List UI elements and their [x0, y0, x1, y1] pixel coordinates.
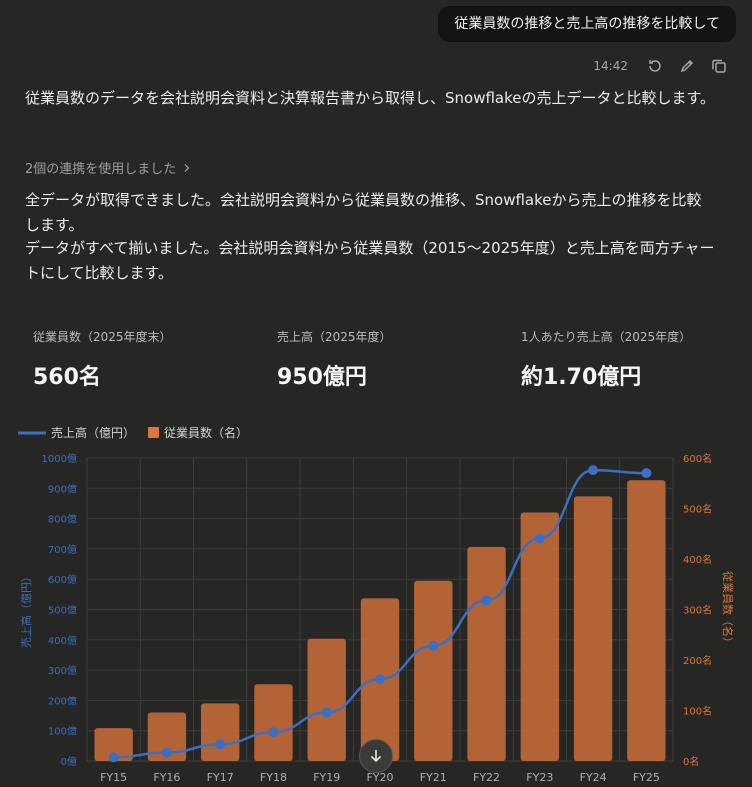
employee-bar: [94, 728, 133, 761]
y-left-tick-label: 800億: [48, 513, 77, 526]
y-right-tick-label: 500名: [683, 503, 712, 516]
revenue-point: [161, 747, 172, 758]
y-left-tick-label: 600億: [48, 573, 77, 586]
revenue-employees-chart: 0億 100億 200億 300億 400億 500億 600億 700億 800億 900億 10…: [18, 425, 735, 784]
revenue-point: [321, 707, 332, 718]
revenue-point: [108, 752, 119, 763]
y-right-axis-title: 従業員数（名）: [721, 571, 735, 648]
legend-employees-label: 従業員数（名）: [164, 425, 248, 440]
employee-bar: [414, 580, 453, 761]
x-tick-label: FY21: [420, 771, 447, 784]
retry-icon[interactable]: [646, 57, 664, 75]
stat-value: 560名: [33, 365, 101, 390]
connectors-label: 2個の連携を使用しました: [25, 162, 177, 177]
revenue-point: [588, 465, 599, 476]
y-left-tick-label: 400億: [48, 634, 77, 647]
y-right-tick-label: 0名: [683, 755, 699, 768]
assistant-intro: 従業員数のデータを会社説明会資料と決算報告書から取得し、Snowflakeの売上…: [25, 89, 715, 107]
x-tick-label: FY22: [473, 771, 500, 784]
revenue-point: [428, 640, 439, 651]
x-tick-label: FY20: [366, 771, 393, 784]
stat-revenue-per-employee: 1人あたり売上高（2025年度） 約1.70億円: [521, 328, 691, 391]
x-tick-label: FY15: [100, 771, 127, 784]
employee-bar: [520, 512, 559, 761]
revenue-point: [534, 533, 545, 544]
arrow-down-icon: [370, 750, 382, 763]
x-tick-label: FY23: [526, 771, 553, 784]
y-left-tick-label: 100億: [48, 725, 77, 738]
x-tick-label: FY19: [313, 771, 340, 784]
assistant-paragraph-2: データがすべて揃いました。会社説明会資料から従業員数（2015〜2025年度）と…: [25, 239, 715, 282]
y-right-tick-label: 600名: [683, 452, 712, 465]
stat-revenue: 売上高（2025年度） 950億円: [277, 328, 392, 391]
employee-bar: [627, 480, 666, 761]
employee-bar: [467, 546, 506, 761]
stat-employees: 従業員数（2025年度末） 560名: [33, 328, 172, 391]
stat-value: 950億円: [277, 365, 367, 390]
y-right-tick-label: 200名: [683, 654, 712, 667]
edit-icon[interactable]: [678, 57, 696, 75]
employee-bar: [254, 684, 293, 761]
employee-bar: [573, 496, 613, 761]
message-actions: 14:42: [593, 56, 728, 76]
stat-label: 売上高（2025年度）: [277, 330, 392, 344]
y-right-tick-label: 400名: [683, 553, 712, 566]
employee-bar: [307, 638, 346, 761]
y-left-axis-title: 売上高（億円）: [19, 571, 33, 648]
y-right-tick-label: 100名: [683, 705, 712, 718]
x-tick-label: FY24: [580, 771, 607, 784]
copy-icon[interactable]: [710, 57, 728, 75]
revenue-point: [641, 468, 652, 479]
x-tick-label: FY17: [207, 771, 234, 784]
employee-bar: [147, 712, 187, 761]
legend-employees-swatch: [148, 427, 159, 438]
y-right-tick-label: 300名: [683, 604, 712, 617]
y-left-tick-label: 0億: [61, 755, 77, 768]
assistant-paragraph-1: 全データが取得できました。会社説明会資料から従業員数の推移、Snowflakeか…: [25, 191, 702, 234]
y-left-tick-label: 500億: [48, 604, 77, 617]
legend-revenue-label: 売上高（億円）: [51, 425, 135, 440]
stat-label: 1人あたり売上高（2025年度）: [521, 330, 692, 344]
user-message-text: 従業員数の推移と売上高の推移を比較して: [454, 16, 720, 32]
x-tick-label: FY25: [633, 771, 660, 784]
chevron-right-icon: [184, 163, 190, 172]
stat-value: 約1.70億円: [521, 365, 642, 390]
y-left-tick-label: 300億: [48, 664, 77, 677]
y-left-tick-label: 1000億: [42, 452, 77, 465]
revenue-point: [215, 739, 226, 750]
revenue-point: [481, 595, 492, 606]
message-time: 14:42: [593, 59, 628, 73]
revenue-point: [268, 727, 279, 738]
scroll-down-button[interactable]: [359, 739, 393, 773]
revenue-point: [375, 674, 385, 685]
stat-label: 従業員数（2025年度末）: [33, 330, 172, 344]
y-left-tick-label: 700億: [48, 543, 77, 556]
x-tick-label: FY16: [153, 771, 180, 784]
user-message-bubble: 従業員数の推移と売上高の推移を比較して: [438, 6, 736, 42]
y-left-tick-label: 200億: [48, 694, 77, 707]
connectors-used-toggle[interactable]: 2個の連携を使用しました: [25, 158, 192, 177]
x-tick-label: FY18: [260, 771, 287, 784]
y-left-tick-label: 900億: [48, 482, 77, 495]
employee-bar: [201, 703, 240, 761]
